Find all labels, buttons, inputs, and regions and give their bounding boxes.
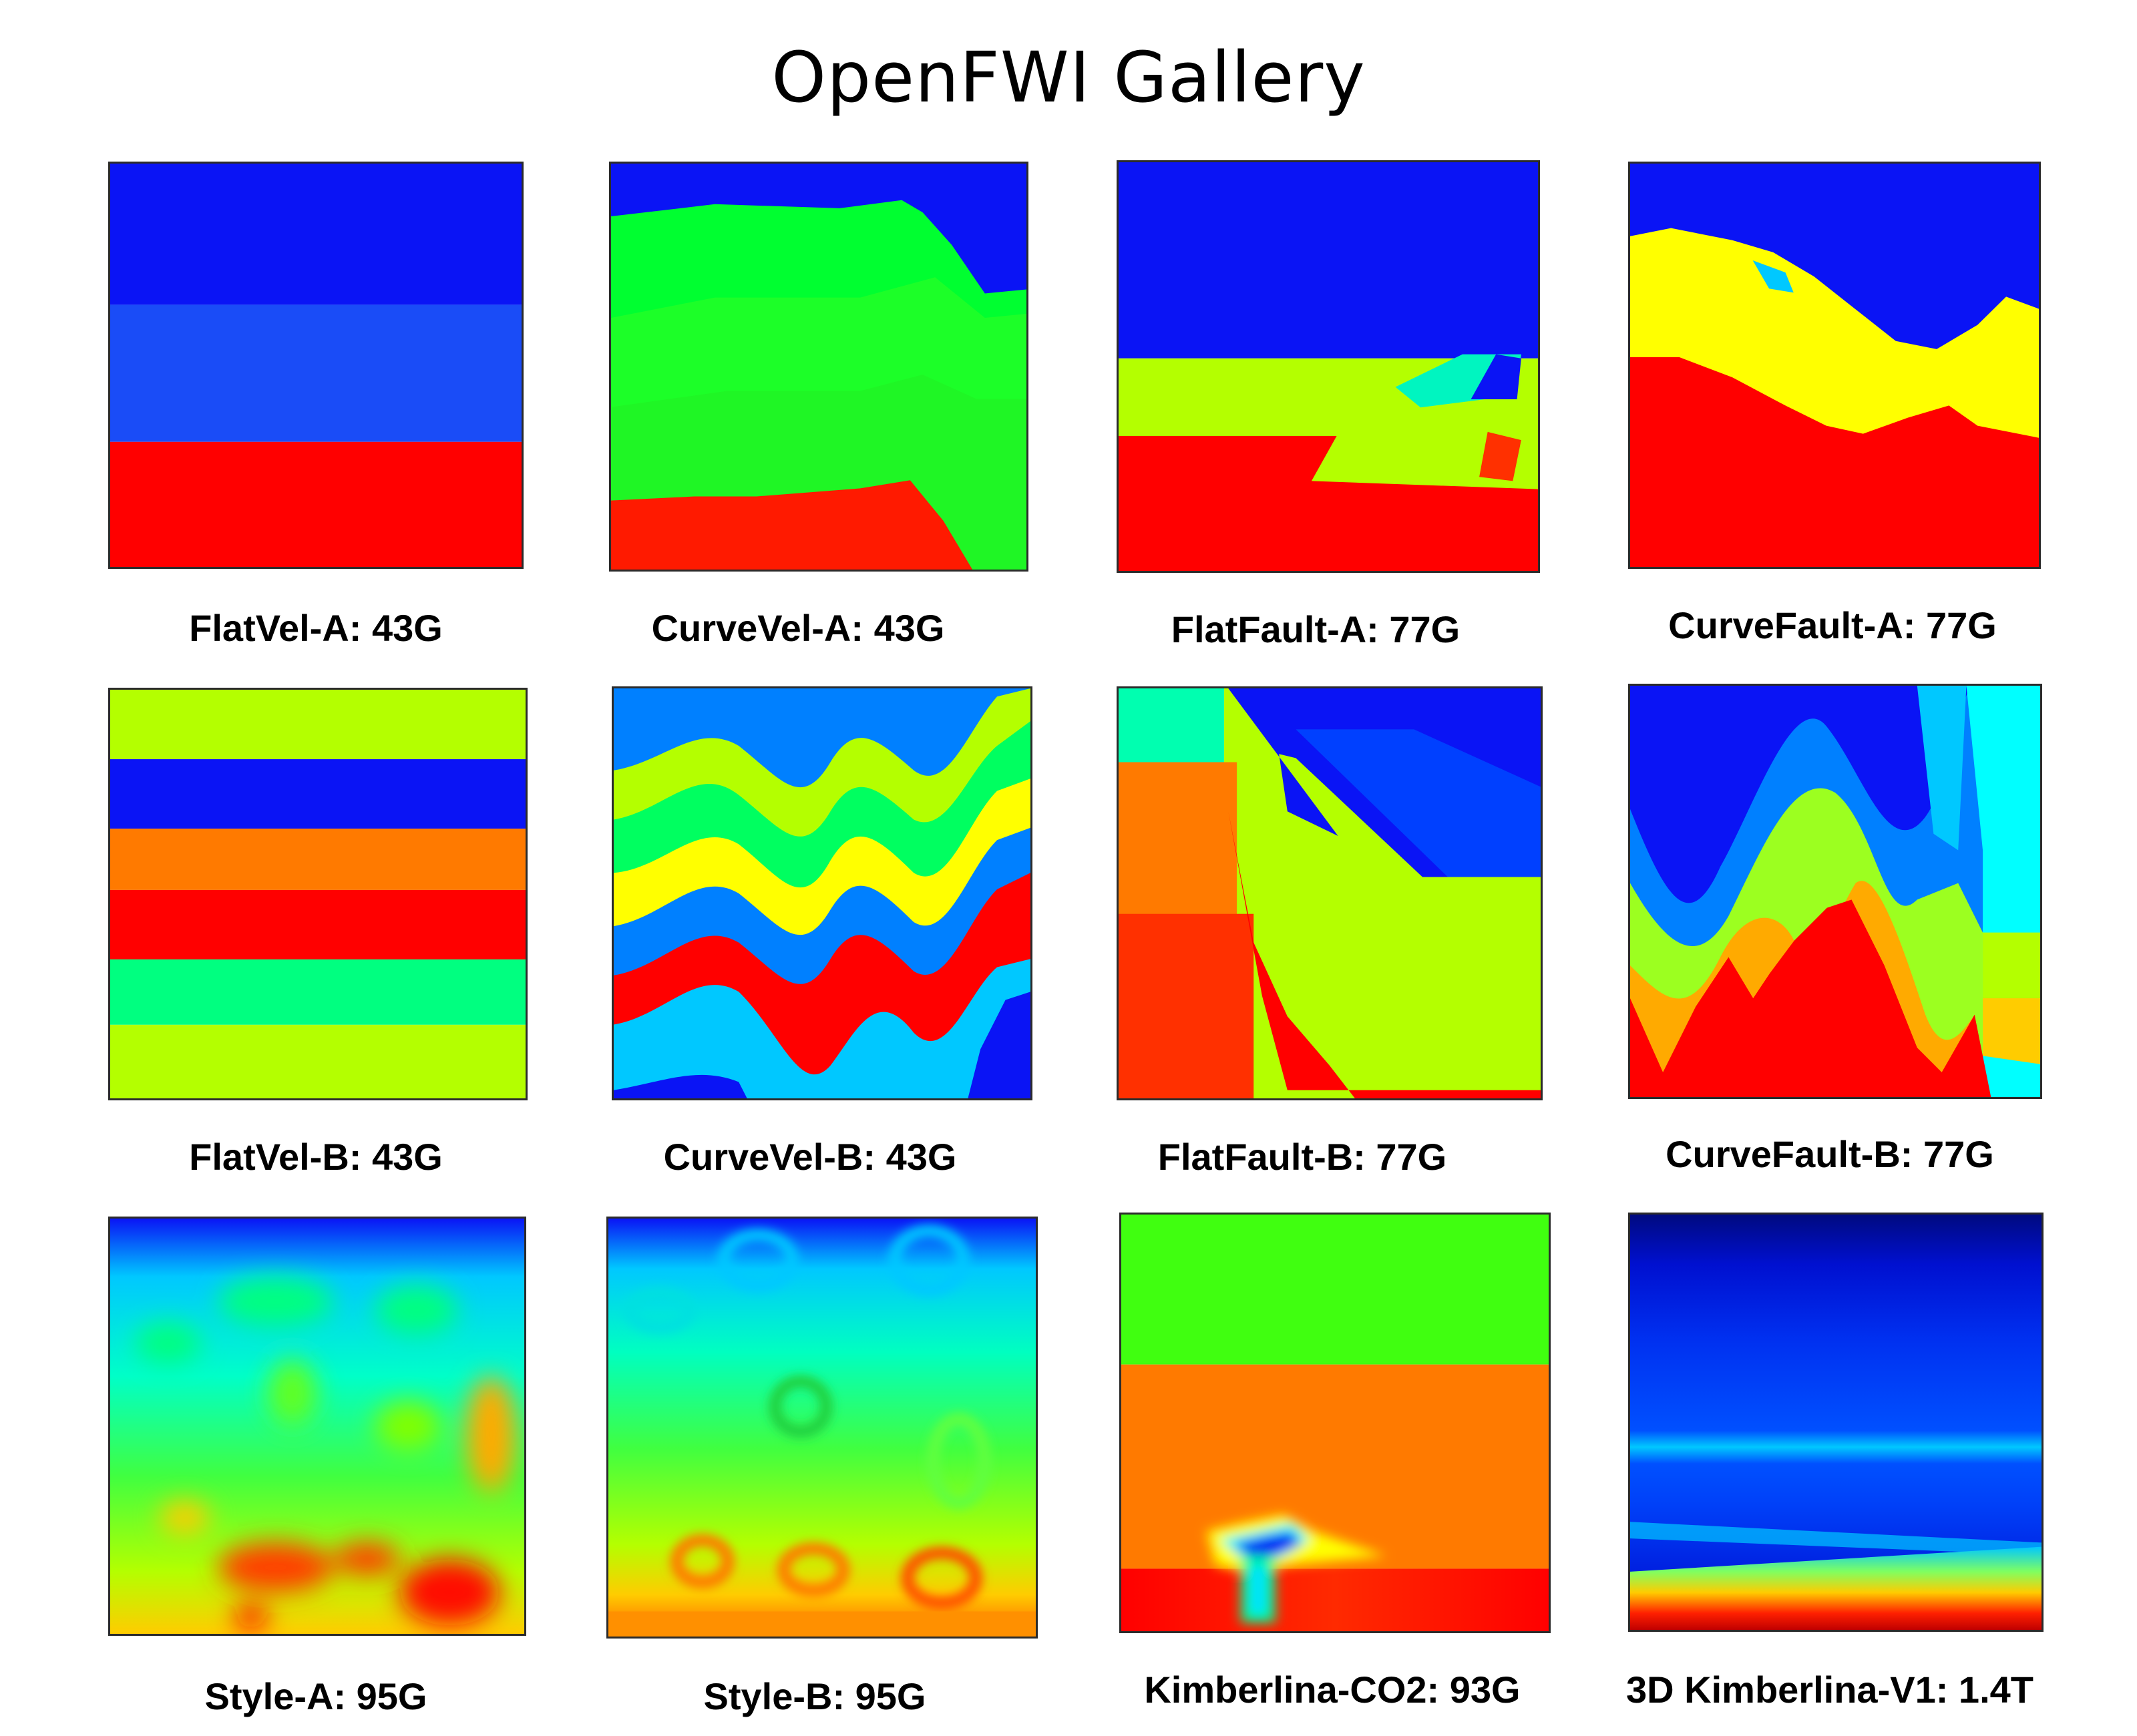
caption-kimberlina-co2: Kimberlina-CO2: 93G <box>1144 1669 1521 1711</box>
caption-flatfault-a: FlatFault-A: 77G <box>1171 608 1461 650</box>
velocity-map-3d-kimberlina-v1 <box>1628 1213 2044 1632</box>
velocity-map-flatvel-b <box>108 688 528 1100</box>
caption-flatvel-b: FlatVel-B: 43G <box>189 1136 443 1178</box>
velocity-map-curvefault-b <box>1628 684 2042 1099</box>
caption-style-b: Style-B: 95G <box>703 1675 926 1717</box>
caption-flatfault-b: FlatFault-B: 77G <box>1157 1136 1447 1178</box>
velocity-map-curvefault-a <box>1628 162 2041 569</box>
velocity-map-kimberlina-co2 <box>1119 1213 1551 1633</box>
caption-curvevel-a: CurveVel-A: 43G <box>651 607 945 649</box>
velocity-map-flatfault-b <box>1117 686 1543 1100</box>
caption-curvefault-b: CurveFault-B: 77G <box>1666 1133 1994 1175</box>
velocity-map-flatvel-a <box>108 162 524 569</box>
caption-flatvel-a: FlatVel-A: 43G <box>189 607 443 649</box>
velocity-map-style-a <box>108 1217 526 1636</box>
caption-3d-kimberlina-v1: 3D Kimberlina-V1: 1.4T <box>1626 1669 2033 1711</box>
velocity-map-style-b <box>606 1217 1038 1639</box>
caption-style-a: Style-A: 95G <box>204 1675 427 1717</box>
velocity-map-curvevel-b <box>612 686 1032 1100</box>
velocity-map-flatfault-a <box>1117 160 1540 573</box>
caption-curvefault-a: CurveFault-A: 77G <box>1668 604 1997 646</box>
velocity-map-curvevel-a <box>609 162 1028 572</box>
page-title: OpenFWI Gallery <box>771 37 1366 118</box>
caption-curvevel-b: CurveVel-B: 43G <box>663 1136 957 1178</box>
